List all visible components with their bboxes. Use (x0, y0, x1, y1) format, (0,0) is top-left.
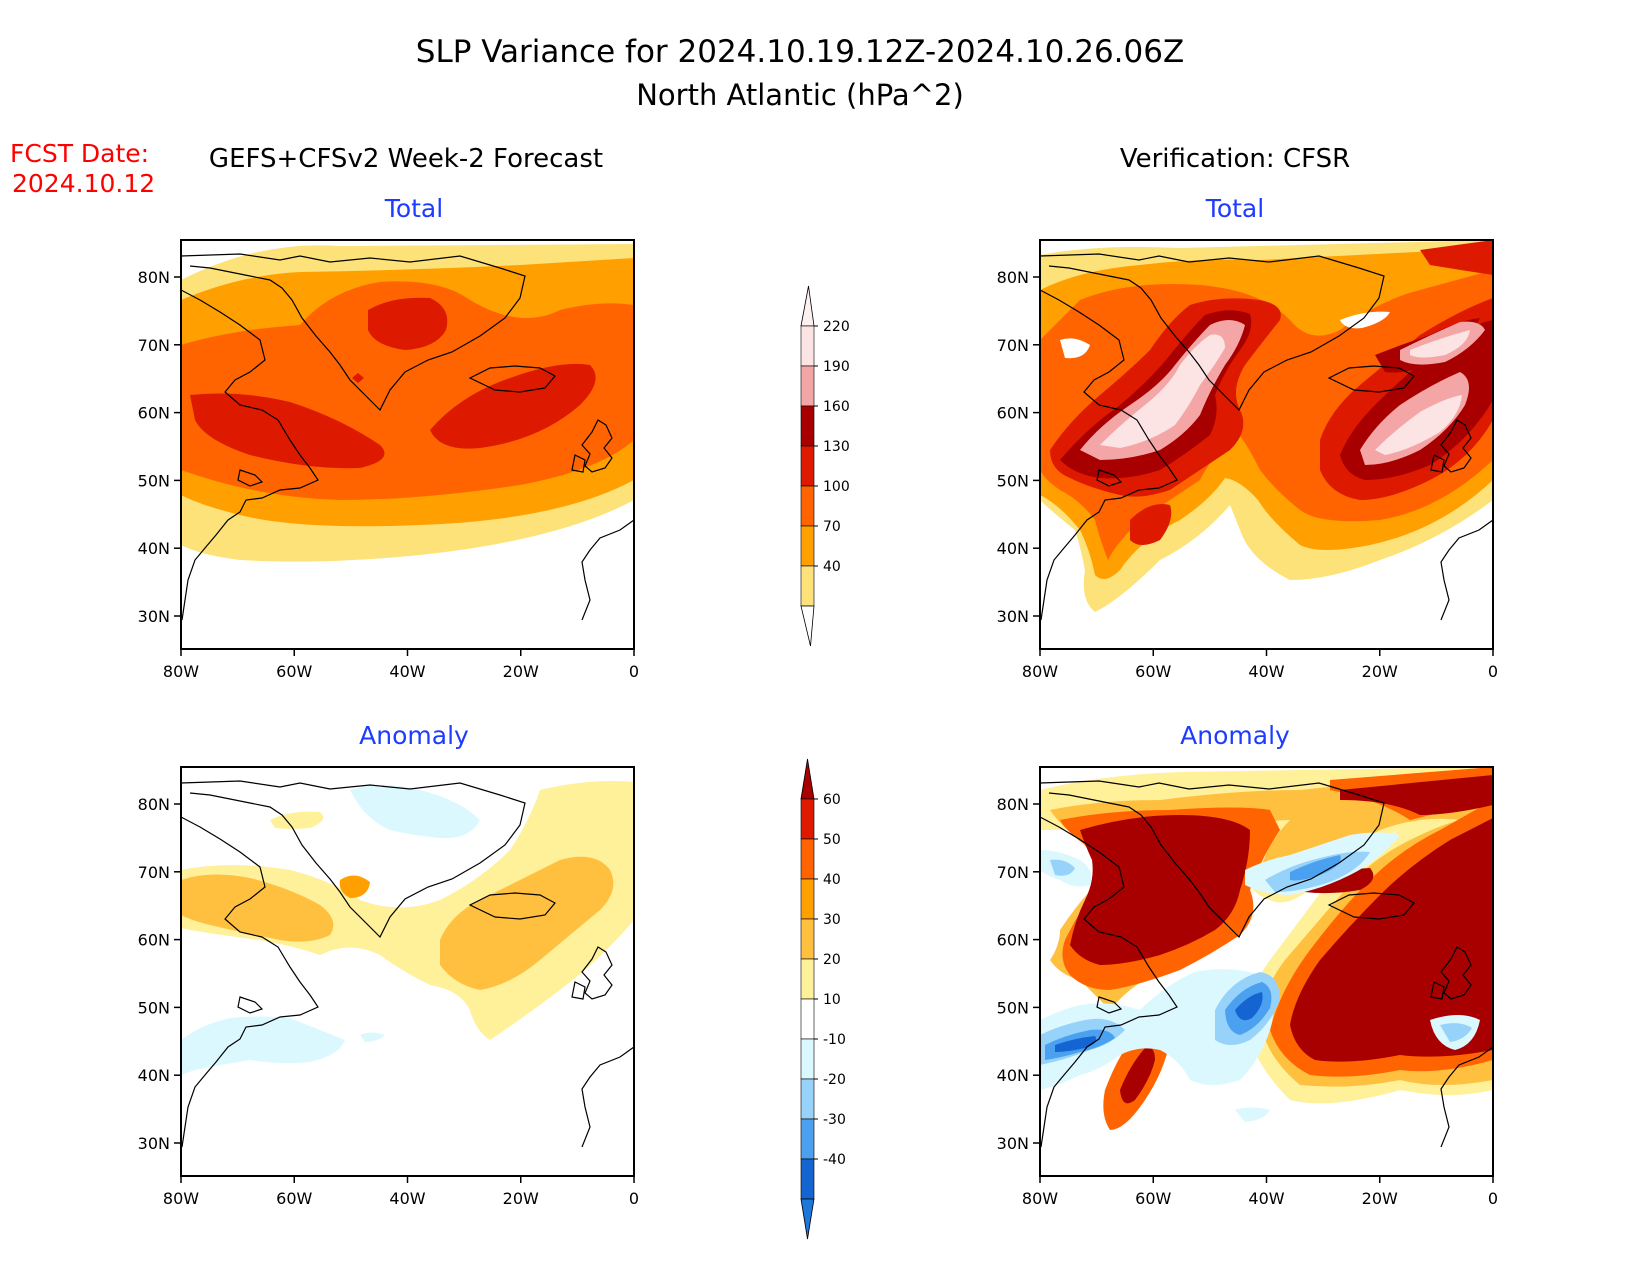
colorbar-anomaly-swatch (800, 838, 815, 880)
colorbar-total-label: 220 (823, 319, 850, 335)
main-subtitle: North Atlantic (hPa^2) (636, 78, 964, 112)
lat-tick-label: 70N (138, 863, 170, 882)
colorbar-total-bottom-arrow (800, 605, 815, 647)
panel-title-forecast-total: Total (384, 194, 443, 223)
colorbar-total-swatch (800, 365, 815, 407)
lon-tick-label: 80W (1022, 1189, 1058, 1208)
map-verification-anomaly (1039, 766, 1494, 1177)
map-verification-total (1039, 239, 1494, 650)
lat-tick-label: 50N (138, 998, 170, 1017)
colorbar-anomaly-swatch (800, 1118, 815, 1160)
colorbar-total-swatch (800, 565, 815, 607)
colorbar-anomaly-label: 20 (823, 952, 841, 968)
lon-tick-label: 0 (1488, 662, 1498, 681)
lon-tick-label: 20W (1362, 1189, 1398, 1208)
lon-tick-label: 40W (389, 662, 425, 681)
lat-tick-label: 70N (997, 863, 1029, 882)
map-forecast-total (180, 239, 635, 650)
colorbar-anomaly-swatch (800, 1038, 815, 1080)
colorbar-total-swatch (800, 405, 815, 447)
lat-tick-label: 40N (997, 539, 1029, 558)
lon-tick-label: 0 (629, 1189, 639, 1208)
panel-title-verification-anomaly: Anomaly (1180, 721, 1290, 750)
lat-tick-label: 30N (138, 607, 170, 626)
lat-tick-label: 30N (997, 1134, 1029, 1153)
lat-tick-label: 70N (138, 336, 170, 355)
lat-tick-label: 80N (138, 795, 170, 814)
colorbar-anomaly-label: -30 (823, 1112, 846, 1128)
lat-tick-label: 70N (997, 336, 1029, 355)
panel-title-verification-total: Total (1205, 194, 1264, 223)
colorbar-anomaly-swatch (800, 798, 815, 840)
main-title: SLP Variance for 2024.10.19.12Z-2024.10.… (416, 34, 1184, 70)
lon-tick-label: 60W (276, 1189, 312, 1208)
lat-tick-label: 30N (138, 1134, 170, 1153)
colorbar-total-label: 40 (823, 559, 841, 575)
lon-tick-label: 80W (1022, 662, 1058, 681)
lat-tick-label: 50N (997, 998, 1029, 1017)
colorbar-total-swatch (800, 325, 815, 367)
lat-tick-label: 60N (138, 404, 170, 423)
lat-tick-label: 40N (138, 1066, 170, 1085)
colorbar-anomaly-label: -40 (823, 1152, 846, 1168)
lon-tick-label: 60W (276, 662, 312, 681)
lat-tick-label: 60N (138, 931, 170, 950)
lon-tick-label: 20W (503, 1189, 539, 1208)
colorbar-total-top-arrow (800, 285, 815, 327)
lat-tick-label: 40N (997, 1066, 1029, 1085)
lon-tick-label: 20W (503, 662, 539, 681)
lat-tick-label: 30N (997, 607, 1029, 626)
lat-tick-label: 80N (138, 268, 170, 287)
colorbar-anomaly-top-arrow (800, 758, 815, 800)
lon-tick-label: 40W (1248, 1189, 1284, 1208)
lat-tick-label: 50N (138, 471, 170, 490)
colorbar-anomaly-swatch (800, 1078, 815, 1120)
lat-tick-label: 80N (997, 268, 1029, 287)
fcst-date-label: FCST Date: (10, 139, 149, 168)
colorbar-anomaly-label: 60 (823, 792, 841, 808)
colorbar-total-label: 130 (823, 439, 850, 455)
colorbar-total-swatch (800, 525, 815, 567)
lon-tick-label: 40W (389, 1189, 425, 1208)
lat-tick-label: 60N (997, 404, 1029, 423)
panel-title-forecast-anomaly: Anomaly (359, 721, 469, 750)
map-forecast-anomaly (180, 766, 635, 1177)
colorbar-total-label: 100 (823, 479, 850, 495)
forecast-column-title: GEFS+CFSv2 Week-2 Forecast (209, 144, 603, 174)
colorbar-anomaly-bottom-arrow (800, 1198, 815, 1240)
colorbar-total-label: 70 (823, 519, 841, 535)
verification-column-title: Verification: CFSR (1120, 144, 1350, 174)
lon-tick-label: 80W (163, 1189, 199, 1208)
colorbar-anomaly-label: -10 (823, 1032, 846, 1048)
colorbar-anomaly-swatch (800, 958, 815, 1000)
colorbar-anomaly: 60 50 40 30 20 10 -10 -20 -30 -40 (800, 758, 846, 1240)
fcst-date-value: 2024.10.12 (12, 169, 155, 198)
colorbar-anomaly-swatch (800, 998, 815, 1040)
lat-tick-label: 50N (997, 471, 1029, 490)
colorbar-anomaly-swatch (800, 918, 815, 960)
lon-tick-label: 60W (1135, 662, 1171, 681)
colorbar-anomaly-swatch (800, 1158, 815, 1200)
lat-tick-label: 80N (997, 795, 1029, 814)
colorbar-total-swatch (800, 445, 815, 487)
colorbar-anomaly-label: 10 (823, 992, 841, 1008)
lon-tick-label: 80W (163, 662, 199, 681)
colorbar-total: 220 190 160 130 100 70 40 (800, 285, 850, 647)
lon-tick-label: 60W (1135, 1189, 1171, 1208)
colorbar-anomaly-label: 40 (823, 872, 841, 888)
colorbar-anomaly-swatch (800, 878, 815, 920)
colorbar-anomaly-label: 50 (823, 832, 841, 848)
lon-tick-label: 20W (1362, 662, 1398, 681)
colorbar-anomaly-label: 30 (823, 912, 841, 928)
lat-tick-label: 60N (997, 931, 1029, 950)
colorbar-total-swatch (800, 485, 815, 527)
lon-tick-label: 40W (1248, 662, 1284, 681)
lon-tick-label: 0 (1488, 1189, 1498, 1208)
lon-tick-label: 0 (629, 662, 639, 681)
colorbar-total-label: 160 (823, 399, 850, 415)
lat-tick-label: 40N (138, 539, 170, 558)
colorbar-anomaly-label: -20 (823, 1072, 846, 1088)
colorbar-total-label: 190 (823, 359, 850, 375)
